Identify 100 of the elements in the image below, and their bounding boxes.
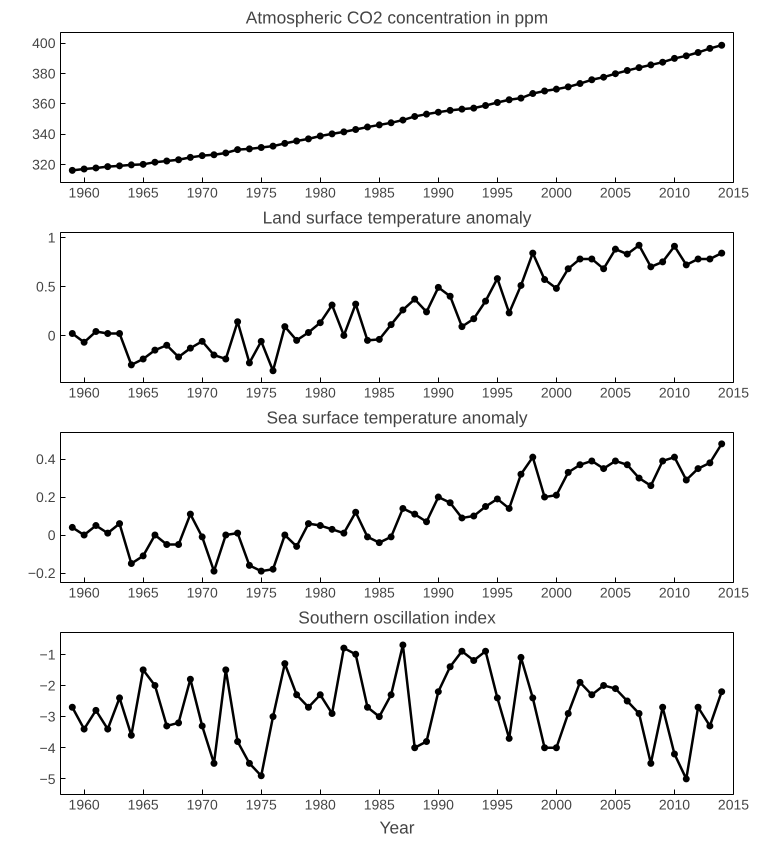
x-tick-label: 2005 <box>600 584 632 600</box>
x-tick-label: 1985 <box>364 584 396 600</box>
point <box>670 242 678 250</box>
y-tick-label: −5 <box>40 770 56 787</box>
point <box>636 64 643 72</box>
point <box>258 568 265 575</box>
y-tick-label: 380 <box>32 65 56 82</box>
x-tick-label: 2015 <box>718 184 750 200</box>
point <box>163 541 170 548</box>
x-tick-label: 2010 <box>658 584 690 600</box>
point <box>529 694 536 702</box>
point <box>600 265 608 272</box>
point <box>541 276 548 284</box>
point <box>612 685 619 692</box>
x-tick-label: 1975 <box>246 384 278 400</box>
point <box>482 102 490 110</box>
point <box>434 284 442 291</box>
point <box>647 482 654 490</box>
point <box>434 494 442 501</box>
point <box>446 663 454 670</box>
x-tick-label: 2015 <box>718 384 750 400</box>
x-tick-label: 2005 <box>600 184 632 200</box>
x-tick-label: 2010 <box>658 184 690 200</box>
x-axis-title: Year <box>379 818 415 838</box>
point <box>659 58 666 66</box>
point <box>92 328 100 336</box>
point <box>399 504 406 512</box>
point <box>446 499 454 506</box>
y-tick-label: −4 <box>40 740 56 756</box>
point <box>352 300 360 308</box>
point <box>246 145 253 152</box>
y-tick-label: 0.2 <box>36 489 56 506</box>
x-tick-label: 1990 <box>422 584 454 600</box>
point <box>612 70 619 78</box>
point <box>588 691 596 698</box>
point <box>399 116 406 124</box>
x-tick-label: 1980 <box>304 184 336 200</box>
point <box>68 166 76 174</box>
point <box>293 137 300 144</box>
point <box>234 318 242 326</box>
point <box>340 128 348 136</box>
x-tick-label: 1990 <box>422 796 454 812</box>
point <box>80 532 88 539</box>
point <box>246 359 253 366</box>
x-tick-label: 2005 <box>600 384 632 400</box>
point <box>210 151 218 158</box>
point <box>270 142 277 150</box>
point <box>198 722 206 730</box>
point <box>482 503 490 510</box>
point <box>198 533 206 540</box>
point <box>423 110 430 118</box>
point <box>175 719 182 726</box>
point <box>482 298 490 305</box>
point <box>670 54 678 62</box>
point <box>506 504 513 512</box>
x-tick-label: 1985 <box>364 384 396 400</box>
point <box>68 330 76 337</box>
point <box>612 246 619 253</box>
point <box>718 440 726 448</box>
point <box>316 522 324 530</box>
x-tick-label: 2000 <box>540 584 572 600</box>
point <box>388 691 395 698</box>
point <box>494 694 501 702</box>
point <box>636 474 643 482</box>
point <box>517 470 524 478</box>
point <box>104 726 112 733</box>
point <box>541 87 548 94</box>
point <box>222 355 230 362</box>
point <box>270 713 277 720</box>
point <box>186 676 194 683</box>
point <box>694 704 702 711</box>
point <box>517 282 524 289</box>
point <box>222 149 230 156</box>
x-tick-label: 1965 <box>128 796 159 812</box>
point <box>458 648 466 655</box>
point <box>163 722 170 730</box>
y-tick-label: 0 <box>48 327 56 344</box>
point <box>128 560 135 568</box>
point <box>552 284 560 292</box>
point <box>458 323 466 330</box>
point <box>564 83 572 90</box>
point <box>222 532 230 539</box>
point <box>270 367 277 374</box>
point <box>340 530 348 537</box>
point <box>68 524 76 531</box>
point <box>364 124 371 131</box>
point <box>175 354 182 361</box>
point <box>246 760 253 767</box>
x-tick-label: 1970 <box>186 384 218 400</box>
point <box>328 526 336 533</box>
point <box>624 67 631 74</box>
point <box>376 539 383 546</box>
point <box>494 99 501 106</box>
point <box>529 454 536 461</box>
point <box>293 542 300 550</box>
y-tick-label: 320 <box>32 156 56 172</box>
point <box>92 522 100 530</box>
x-tick-label: 1985 <box>364 796 396 812</box>
point <box>151 158 158 166</box>
point <box>388 119 395 126</box>
